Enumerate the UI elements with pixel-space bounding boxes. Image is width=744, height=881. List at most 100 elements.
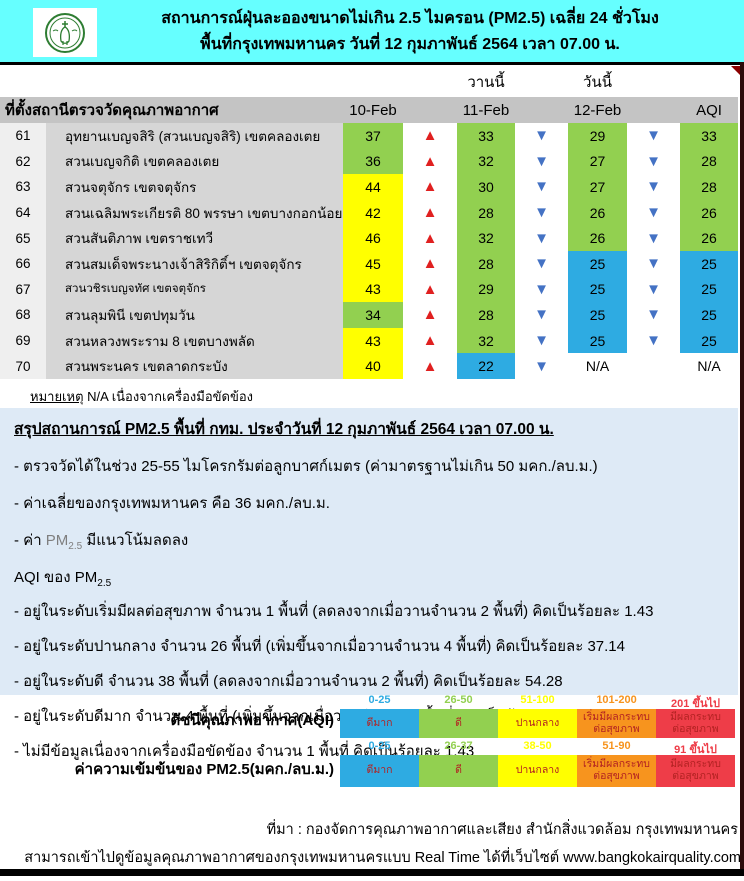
title-line-2: พื้นที่กรุงเทพมหานคร วันที่ 12 กุมภาพันธ… — [200, 36, 620, 53]
col-header-aqi: AQI — [696, 101, 722, 119]
value-aqi: 25 — [680, 327, 738, 354]
value-11feb: 33 — [457, 123, 515, 149]
trend-arrow-icon — [627, 353, 680, 379]
value-10feb: 37 — [343, 123, 403, 149]
table-row: 66 สวนสมเด็จพระนางเจ้าสิริกิติ์ฯ เขตจตุจ… — [0, 250, 738, 277]
trend-arrow-icon: ▲ — [422, 357, 438, 375]
trend-arrow-icon: ▲ — [422, 255, 438, 273]
trend-arrow-icon: ▲ — [422, 152, 438, 170]
value-12feb: 27 — [568, 174, 627, 200]
table-row: 68 สวนลุมพินี เขตปทุมวัน 34 ▲ 28 ▼ 25 ▼ … — [0, 302, 738, 328]
station-id: 66 — [0, 250, 46, 277]
value-10feb: 45 — [343, 250, 403, 277]
bma-seal-logo — [45, 12, 85, 53]
yesterday-label: วานนี้ — [467, 74, 505, 91]
trend-arrow-icon: ▲ — [422, 127, 438, 145]
value-11feb: 28 — [457, 250, 515, 277]
station-name: สวนสมเด็จพระนางเจ้าสิริกิติ์ฯ เขตจตุจักร — [46, 250, 343, 277]
aqi-legend-scale: ดัชนีคุณภาพอากาศ(AQI) 0-25 26-50 51-100 101… — [0, 694, 740, 738]
trend-arrow-icon: ▼ — [646, 152, 661, 170]
website-line: สามารถเข้าไปดูข้อมูลคุณภาพอากาศของกรุงเท… — [24, 850, 741, 866]
legend-range-label: 0-25 — [368, 740, 391, 752]
summary-heading: สรุปสถานการณ์ PM2.5 พื้นที่ กทม. ประจำวั… — [14, 421, 554, 438]
trend-arrow-icon: ▼ — [646, 255, 661, 273]
legend-level-box: ดี — [419, 755, 498, 787]
value-10feb: 42 — [343, 199, 403, 226]
value-11feb: 22 — [457, 353, 515, 379]
station-id: 62 — [0, 148, 46, 175]
legend-level-box: มีผลกระทบ ต่อสุขภาพ — [656, 709, 735, 738]
trend-arrow-icon: ▼ — [646, 204, 661, 222]
station-name: สวนหลวงพระราม 8 เขตบางพลัด — [46, 327, 343, 354]
station-id: 64 — [0, 199, 46, 226]
bullet-line: - อยู่ในระดับเริ่มมีผลต่อสุขภาพ จำนวน 1 … — [14, 603, 654, 620]
value-12feb: 26 — [568, 225, 627, 251]
trend-arrow-icon: ▼ — [534, 332, 549, 350]
trend-arrow-icon: ▲ — [422, 332, 438, 350]
station-id: 70 — [0, 353, 46, 379]
summary-bullets: - ตรวจวัดได้ในช่วง 25-55 ไมโครกรัมต่อลูก… — [14, 454, 728, 515]
trend-arrow-icon: ▼ — [646, 229, 661, 247]
bullet-line: - อยู่ในระดับปานกลาง จำนวน 26 พื้นที่ (เ… — [14, 638, 625, 655]
legend-range-label: 91 ขึ้นไป — [674, 744, 717, 756]
value-11feb: 32 — [457, 148, 515, 175]
trend-arrow-icon: ▼ — [534, 306, 549, 324]
pm25-legend-scale: ค่าความเข้มข้นของ PM2.5(มคก./ลบ.ม.) 0-25… — [0, 740, 740, 787]
station-id: 67 — [0, 276, 46, 303]
legend-level-box: ดีมาก — [340, 709, 419, 738]
value-11feb: 32 — [457, 327, 515, 354]
table-row: 70 สวนพระนคร เขตลาดกระบัง 40 ▲ 22 ▼ N/A … — [0, 353, 738, 379]
station-id: 68 — [0, 302, 46, 328]
station-name: สวนจตุจักร เขตจตุจักร — [46, 174, 343, 200]
station-name: สวนพระนคร เขตลาดกระบัง — [46, 353, 343, 379]
trend-arrow-icon: ▼ — [534, 280, 549, 298]
value-10feb: 34 — [343, 302, 403, 328]
value-aqi: 28 — [680, 174, 738, 200]
logo-box — [33, 8, 97, 57]
table-row: 61 อุทยานเบญจสิริ (สวนเบญจสิริ) เขตคลองเ… — [0, 123, 738, 149]
legend-range-label: 201 ขึ้นไป — [671, 698, 720, 710]
legend-level-box: ดีมาก — [340, 755, 419, 787]
table-row: 67 สวนวชิรเบญจทัศ เขตจตุจักร 43 ▲ 29 ▼ 2… — [0, 276, 738, 303]
trend-arrow-icon: ▲ — [422, 178, 438, 196]
aqi-bullets: - อยู่ในระดับเริ่มมีผลต่อสุขภาพ จำนวน 1 … — [14, 599, 728, 763]
bullet-line: - อยู่ในระดับดี จำนวน 38 พื้นที่ (ลดลงจา… — [14, 673, 563, 690]
value-12feb: 27 — [568, 148, 627, 175]
summary-section: สรุปสถานการณ์ PM2.5 พื้นที่ กทม. ประจำวั… — [0, 408, 738, 760]
legend-range-label: 51-100 — [520, 694, 555, 706]
value-aqi: 25 — [680, 302, 738, 328]
table-row: 63 สวนจตุจักร เขตจตุจักร 44 ▲ 30 ▼ 27 ▼ … — [0, 174, 738, 200]
note-text: N/A เนื่องจากเครื่องมือขัดข้อง — [83, 389, 253, 404]
station-name: สวนสันติภาพ เขตราชเทวี — [46, 225, 343, 251]
legend-level-box: มีผลกระทบ ต่อสุขภาพ — [656, 755, 735, 787]
station-column-header: ที่ตั้งสถานีตรวจวัดคุณภาพอากาศ — [5, 102, 219, 119]
trend-arrow-icon: ▲ — [422, 204, 438, 222]
col-header-12feb: 12-Feb — [573, 101, 622, 119]
col-header-11feb: 11-Feb — [462, 101, 510, 119]
title-line-1: สถานการณ์ฝุ่นละอองขนาดไม่เกิน 2.5 ไมครอน… — [161, 10, 659, 27]
station-id: 65 — [0, 225, 46, 251]
station-name: อุทยานเบญจสิริ (สวนเบญจสิริ) เขตคลองเตย — [46, 123, 343, 149]
value-12feb: 25 — [568, 250, 627, 277]
legend-range-label: 51-90 — [602, 740, 631, 752]
col-header-10feb: 10-Feb — [349, 101, 397, 119]
value-11feb: 29 — [457, 276, 515, 303]
table-row: 69 สวนหลวงพระราม 8 เขตบางพลัด 43 ▲ 32 ▼ … — [0, 327, 738, 354]
source-line: ที่มา : กองจัดการคุณภาพอากาศและเสียง สำน… — [266, 822, 738, 838]
corner-marker-icon — [731, 66, 740, 75]
bullet-line: - ตรวจวัดได้ในช่วง 25-55 ไมโครกรัมต่อลูก… — [14, 458, 598, 475]
value-11feb: 28 — [457, 302, 515, 328]
bullet-line: - ค่าเฉลี่ยของกรุงเทพมหานคร คือ 36 มคก./… — [14, 495, 330, 512]
station-id: 63 — [0, 174, 46, 200]
bottom-bar — [0, 869, 744, 876]
header-band — [0, 0, 744, 62]
value-10feb: 36 — [343, 148, 403, 175]
trend-arrow-icon: ▼ — [534, 178, 549, 196]
legend-level-box: เริ่มมีผลกระทบ ต่อสุขภาพ — [577, 709, 656, 738]
report-title: สถานการณ์ฝุ่นละอองขนาดไม่เกิน 2.5 ไมครอน… — [110, 6, 710, 58]
station-id: 61 — [0, 123, 46, 149]
legend-level-box: ปานกลาง — [498, 709, 577, 738]
value-12feb: 25 — [568, 327, 627, 354]
station-name: สวนลุมพินี เขตปทุมวัน — [46, 302, 343, 328]
